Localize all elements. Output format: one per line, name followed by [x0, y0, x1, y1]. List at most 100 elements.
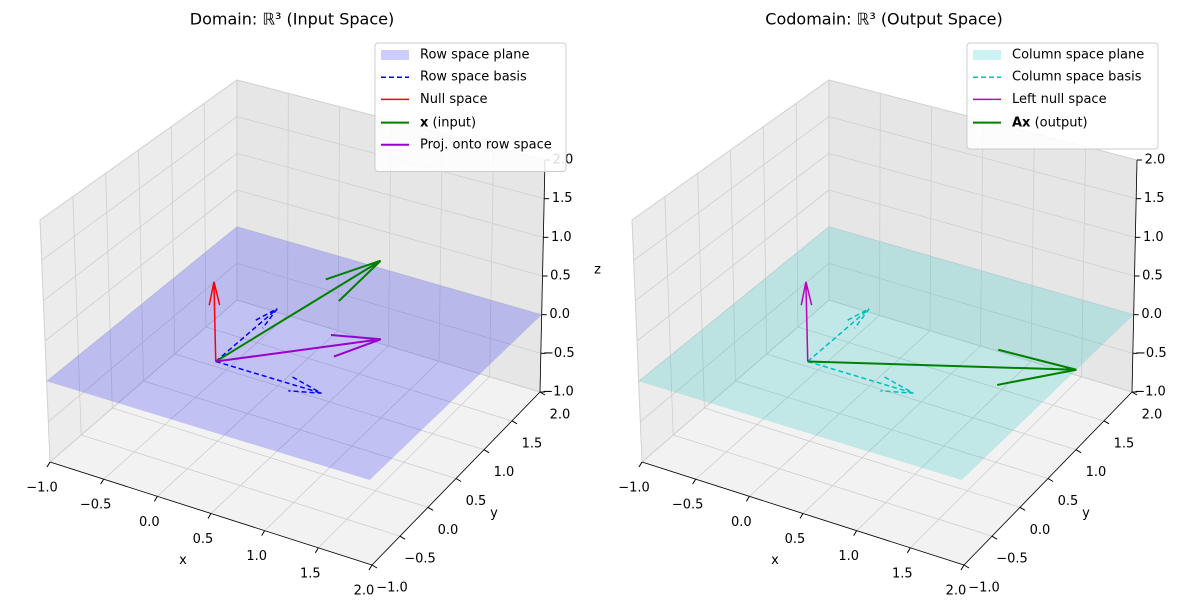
tick-mark: [153, 496, 158, 502]
vector-arrow: [807, 308, 870, 363]
z-axis-label: z: [594, 263, 601, 278]
legend-label: Column space plane: [1012, 48, 1144, 63]
legend-label: Column space basis: [1012, 70, 1142, 85]
x-tick-label: 0.5: [785, 532, 806, 547]
grid-line: [112, 407, 429, 508]
legend-box: [966, 42, 1159, 150]
grid-line: [636, 189, 830, 342]
grid-line: [766, 353, 1077, 451]
tick-mark: [100, 478, 105, 485]
y-tick-label: 0.5: [1058, 494, 1079, 509]
y-tick-label: 0.0: [1030, 523, 1051, 538]
tick-mark: [853, 530, 858, 536]
grid-line: [39, 79, 238, 221]
x-tick-label: 1.0: [838, 549, 859, 564]
tick-mark: [207, 513, 212, 519]
grid-line: [633, 116, 830, 261]
vector-arrow: [215, 360, 322, 394]
z-tick-label: 1.0: [551, 230, 572, 245]
tick-mark: [638, 461, 643, 468]
y-tick-label: 0.0: [438, 523, 459, 538]
x-tick-label: 2.0: [354, 584, 375, 599]
axis-line: [963, 391, 1133, 566]
grid-line: [640, 263, 830, 422]
tick-mark: [906, 547, 911, 554]
z-tick-label: 1.0: [1143, 230, 1164, 245]
y-tick-label: 2.0: [550, 408, 571, 423]
grid-line: [828, 116, 1137, 200]
tick-mark: [1047, 478, 1054, 482]
tick-mark: [511, 420, 518, 425]
grid-line: [236, 189, 543, 277]
grid-line: [46, 226, 238, 382]
y-tick-label: −1.0: [376, 581, 408, 596]
z-tick-label: −0.5: [1135, 346, 1167, 361]
x-axis-label: x: [179, 553, 187, 568]
x-tick-label: −1.0: [26, 481, 58, 496]
z-tick-label: −0.5: [543, 346, 575, 361]
x-tick-label: 1.0: [246, 549, 267, 564]
vector-arrow: [807, 360, 914, 394]
vector-arrow: [800, 281, 813, 362]
vector-arrow: [215, 308, 278, 363]
grid-line: [828, 299, 1133, 393]
tick-mark: [1075, 449, 1082, 454]
legend-label: Left null space: [1012, 92, 1107, 107]
grid-line: [48, 263, 238, 422]
legend-label: Proj. onto row space: [420, 137, 552, 152]
x-tick-label: 0.5: [193, 532, 214, 547]
legend-label: Row space plane: [420, 48, 530, 63]
tick-mark: [692, 478, 697, 485]
y-axis-label: y: [1082, 506, 1090, 521]
axis-line: [539, 159, 546, 393]
grid-line: [797, 326, 1105, 422]
legend-swatch: [973, 50, 1001, 60]
y-axis-label: y: [490, 506, 498, 521]
tick-mark: [368, 564, 373, 571]
tick-mark: [963, 564, 970, 569]
plane: [638, 226, 1134, 480]
tick-mark: [991, 535, 998, 540]
grid-line: [205, 326, 513, 422]
grid-line: [174, 353, 485, 451]
x-tick-label: 0.0: [731, 515, 752, 530]
grid-line: [673, 434, 993, 537]
tick-mark: [46, 461, 51, 468]
legend-box: [374, 42, 567, 172]
y-tick-label: 2.0: [1142, 408, 1163, 423]
plane: [46, 226, 542, 480]
grid-line: [43, 153, 238, 301]
grid-line: [41, 116, 238, 261]
tick-mark: [483, 449, 490, 454]
tick-mark: [1103, 420, 1110, 425]
axis-line: [1131, 159, 1138, 393]
tick-mark: [799, 513, 804, 519]
grid-line: [828, 189, 1135, 277]
x-tick-label: −0.5: [80, 498, 112, 513]
tick-mark: [427, 506, 434, 511]
y-tick-label: 1.5: [1114, 436, 1135, 451]
z-tick-label: 0.5: [1142, 269, 1163, 284]
vector-arrow: [807, 348, 1077, 386]
y-tick-label: 1.0: [494, 465, 515, 480]
tick-mark: [960, 564, 965, 571]
vector-arrow: [208, 281, 221, 362]
legend-label: Row space basis: [420, 70, 527, 85]
y-tick-label: −0.5: [404, 552, 436, 567]
legend-swatch: [381, 50, 409, 60]
tick-mark: [314, 547, 319, 554]
x-tick-label: 1.5: [300, 566, 321, 581]
grid-line: [641, 299, 830, 463]
grid-line: [704, 407, 1021, 508]
tick-mark: [1019, 506, 1026, 511]
z-tick-label: 0.0: [549, 307, 570, 322]
axis-line: [641, 461, 965, 566]
vector-arrow: [215, 333, 382, 363]
legend-label: Null space: [420, 92, 487, 107]
axis-line: [49, 461, 373, 566]
legend-label: x (input): [420, 115, 476, 130]
grid-line: [236, 262, 541, 354]
z-tick-label: −1.0: [1134, 385, 1166, 400]
